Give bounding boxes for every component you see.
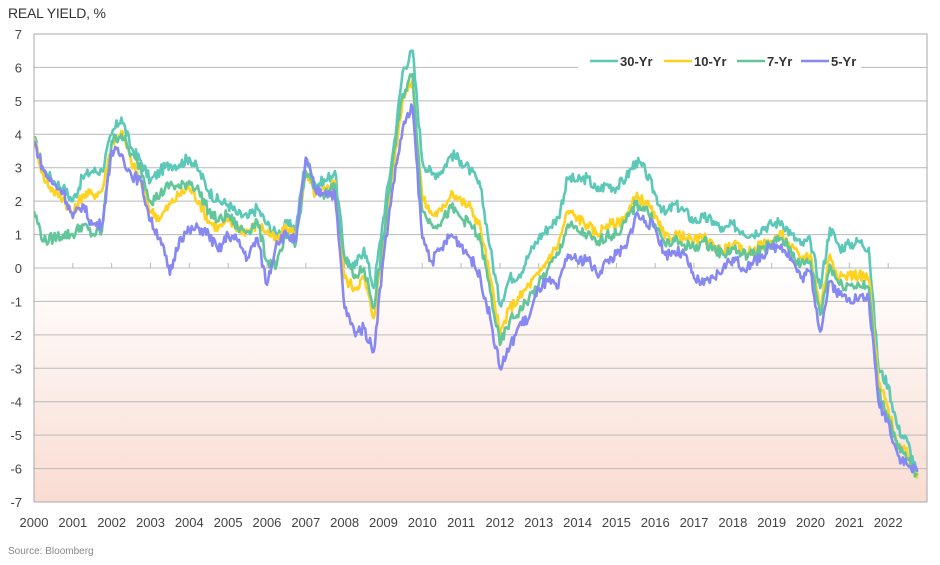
x-tick-label: 2021 bbox=[835, 515, 864, 530]
negative-region-background bbox=[34, 268, 927, 502]
series-line-5-yr bbox=[34, 103, 919, 474]
legend-label: 10-Yr bbox=[694, 54, 727, 69]
x-tick-label: 2013 bbox=[524, 515, 553, 530]
y-axis-tick-labels: 7 6 5 4 3 2 1 0 -1 -2 -3 -4 -5 -6 -7 bbox=[10, 27, 22, 510]
y-tick-label: -2 bbox=[10, 328, 22, 343]
x-tick-label: 2009 bbox=[369, 515, 398, 530]
x-tick-label: 2006 bbox=[252, 515, 281, 530]
x-tick-label: 2004 bbox=[175, 515, 204, 530]
series-line-7-yr bbox=[34, 72, 919, 478]
x-tick-label: 2020 bbox=[796, 515, 825, 530]
x-tick-label: 2022 bbox=[874, 515, 903, 530]
series-line-30-yr bbox=[34, 49, 919, 476]
y-tick-label: 5 bbox=[15, 94, 22, 109]
series-lines bbox=[34, 49, 919, 479]
x-tick-label: 2007 bbox=[291, 515, 320, 530]
x-tick-label: 2015 bbox=[602, 515, 631, 530]
x-tick-label: 2019 bbox=[757, 515, 786, 530]
x-tick-label: 2011 bbox=[447, 515, 475, 530]
x-axis-tick-labels: 2000 2001 2002 2003 2004 2005 2006 2007 2008 2009… bbox=[20, 515, 903, 530]
x-tick-label: 2002 bbox=[97, 515, 126, 530]
legend-background bbox=[578, 48, 861, 70]
x-tick-label: 2010 bbox=[408, 515, 437, 530]
chart-title: REAL YIELD, % bbox=[8, 5, 106, 21]
y-tick-label: 3 bbox=[15, 161, 22, 176]
y-tick-label: 1 bbox=[15, 228, 22, 243]
x-tick-label: 2000 bbox=[20, 515, 49, 530]
y-tick-label: -7 bbox=[10, 495, 22, 510]
y-tick-label: 0 bbox=[15, 261, 22, 276]
x-tick-label: 2016 bbox=[641, 515, 670, 530]
x-tick-label: 2014 bbox=[563, 515, 592, 530]
x-tick-label: 2017 bbox=[680, 515, 709, 530]
y-tick-label: -5 bbox=[10, 428, 22, 443]
plot-frame bbox=[33, 33, 928, 503]
y-tick-label: -4 bbox=[10, 395, 22, 410]
y-tick-label: 7 bbox=[15, 27, 22, 42]
y-tick-label: 6 bbox=[15, 60, 22, 75]
legend-label: 30-Yr bbox=[620, 54, 653, 69]
legend: 30-Yr 10-Yr 7-Yr 5-Yr bbox=[578, 48, 861, 70]
source-note: Source: Bloomberg bbox=[8, 546, 94, 557]
legend-label: 7-Yr bbox=[767, 54, 792, 69]
x-tick-label: 2001 bbox=[58, 515, 87, 530]
y-tick-label: -6 bbox=[10, 462, 22, 477]
legend-label: 5-Yr bbox=[831, 54, 856, 69]
x-tick-label: 2008 bbox=[330, 515, 359, 530]
y-tick-label: 2 bbox=[15, 194, 22, 209]
x-tick-label: 2005 bbox=[214, 515, 243, 530]
y-tick-label: 4 bbox=[15, 127, 22, 142]
y-tick-label: -1 bbox=[10, 294, 22, 309]
y-tick-label: -3 bbox=[10, 361, 22, 376]
series-line-10-yr bbox=[34, 79, 919, 479]
x-tick-label: 2012 bbox=[485, 515, 514, 530]
x-tick-label: 2003 bbox=[136, 515, 165, 530]
x-tick-label: 2018 bbox=[718, 515, 747, 530]
